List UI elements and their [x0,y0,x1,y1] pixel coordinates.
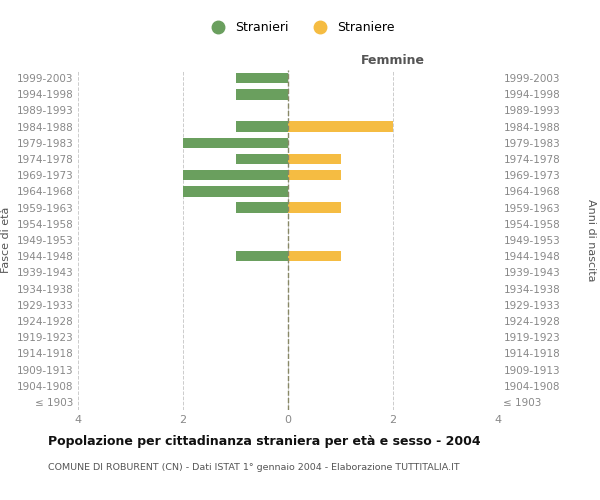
Bar [288,170,341,180]
Bar [183,170,288,180]
Bar [288,122,393,132]
Legend: Stranieri, Straniere: Stranieri, Straniere [200,16,400,40]
Text: Popolazione per cittadinanza straniera per età e sesso - 2004: Popolazione per cittadinanza straniera p… [48,435,481,448]
Bar [235,154,288,164]
Bar [183,138,288,148]
Bar [235,89,288,100]
Bar [235,122,288,132]
Bar [288,251,341,262]
Bar [288,202,341,213]
Text: Anni di nascita: Anni di nascita [586,198,596,281]
Bar [235,251,288,262]
Bar [235,202,288,213]
Text: Femmine: Femmine [361,54,425,66]
Text: COMUNE DI ROBURENT (CN) - Dati ISTAT 1° gennaio 2004 - Elaborazione TUTTITALIA.I: COMUNE DI ROBURENT (CN) - Dati ISTAT 1° … [48,462,460,471]
Bar [288,154,341,164]
Bar [183,186,288,196]
Y-axis label: Fasce di età: Fasce di età [1,207,11,273]
Bar [235,73,288,84]
